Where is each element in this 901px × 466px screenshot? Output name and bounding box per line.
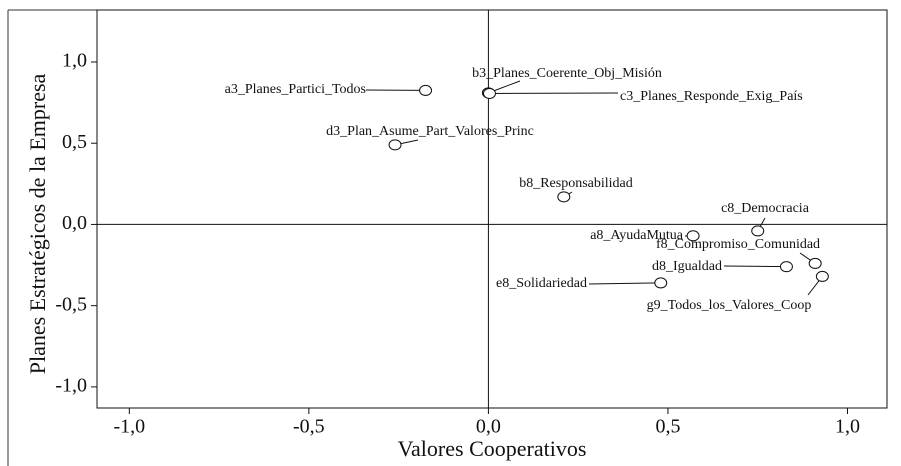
leader-line xyxy=(588,282,661,285)
y-tick-label: -1,0 xyxy=(55,374,87,396)
point-label: b3_Planes_Coerente_Obj_Misión xyxy=(472,66,662,81)
point xyxy=(482,87,496,99)
x-tick-label: -1,0 xyxy=(113,416,145,438)
point-label: b8_Responsabilidad xyxy=(519,176,633,191)
point xyxy=(654,277,668,289)
point-label: f8_Compromiso_Comunidad xyxy=(656,237,820,252)
point-label: g9_Todos_los_Valores_Coop xyxy=(647,298,812,313)
point xyxy=(808,257,822,269)
leader-line xyxy=(723,265,787,268)
x-axis-title: Valores Cooperativos xyxy=(398,436,587,461)
point-label: a3_Planes_Partici_Todos xyxy=(225,82,366,97)
point-label: e8_Solidariedad xyxy=(496,276,587,291)
y-tick-label: 0,5 xyxy=(62,131,87,153)
point xyxy=(557,191,571,203)
plot-area xyxy=(96,9,888,409)
point xyxy=(388,139,402,151)
point xyxy=(686,230,700,242)
point xyxy=(419,84,433,96)
point-label: c8_Democracia xyxy=(721,201,810,216)
point-label: a8_AyudaMutua xyxy=(590,228,684,243)
x-tick-label: 0,0 xyxy=(476,416,501,438)
x-tick-label: 0,5 xyxy=(655,416,680,438)
point xyxy=(779,261,793,273)
x-tick-label: 1,0 xyxy=(835,416,860,438)
y-tick-label: -0,5 xyxy=(55,293,87,315)
point-label: c3_Planes_Responde_Exig_País xyxy=(620,89,803,104)
point xyxy=(751,225,765,237)
y-tick-label: 1,0 xyxy=(62,50,87,72)
x-tick-label: -0,5 xyxy=(293,416,325,438)
y-tick-label: 0,0 xyxy=(62,212,87,234)
y-axis-title: Planes Estratégicos de la Empresa xyxy=(25,73,50,374)
point-label: d8_Igualdad xyxy=(652,259,722,274)
point-label: d3_Plan_Asume_Part_Valores_Princ xyxy=(326,124,534,139)
point xyxy=(815,270,829,282)
